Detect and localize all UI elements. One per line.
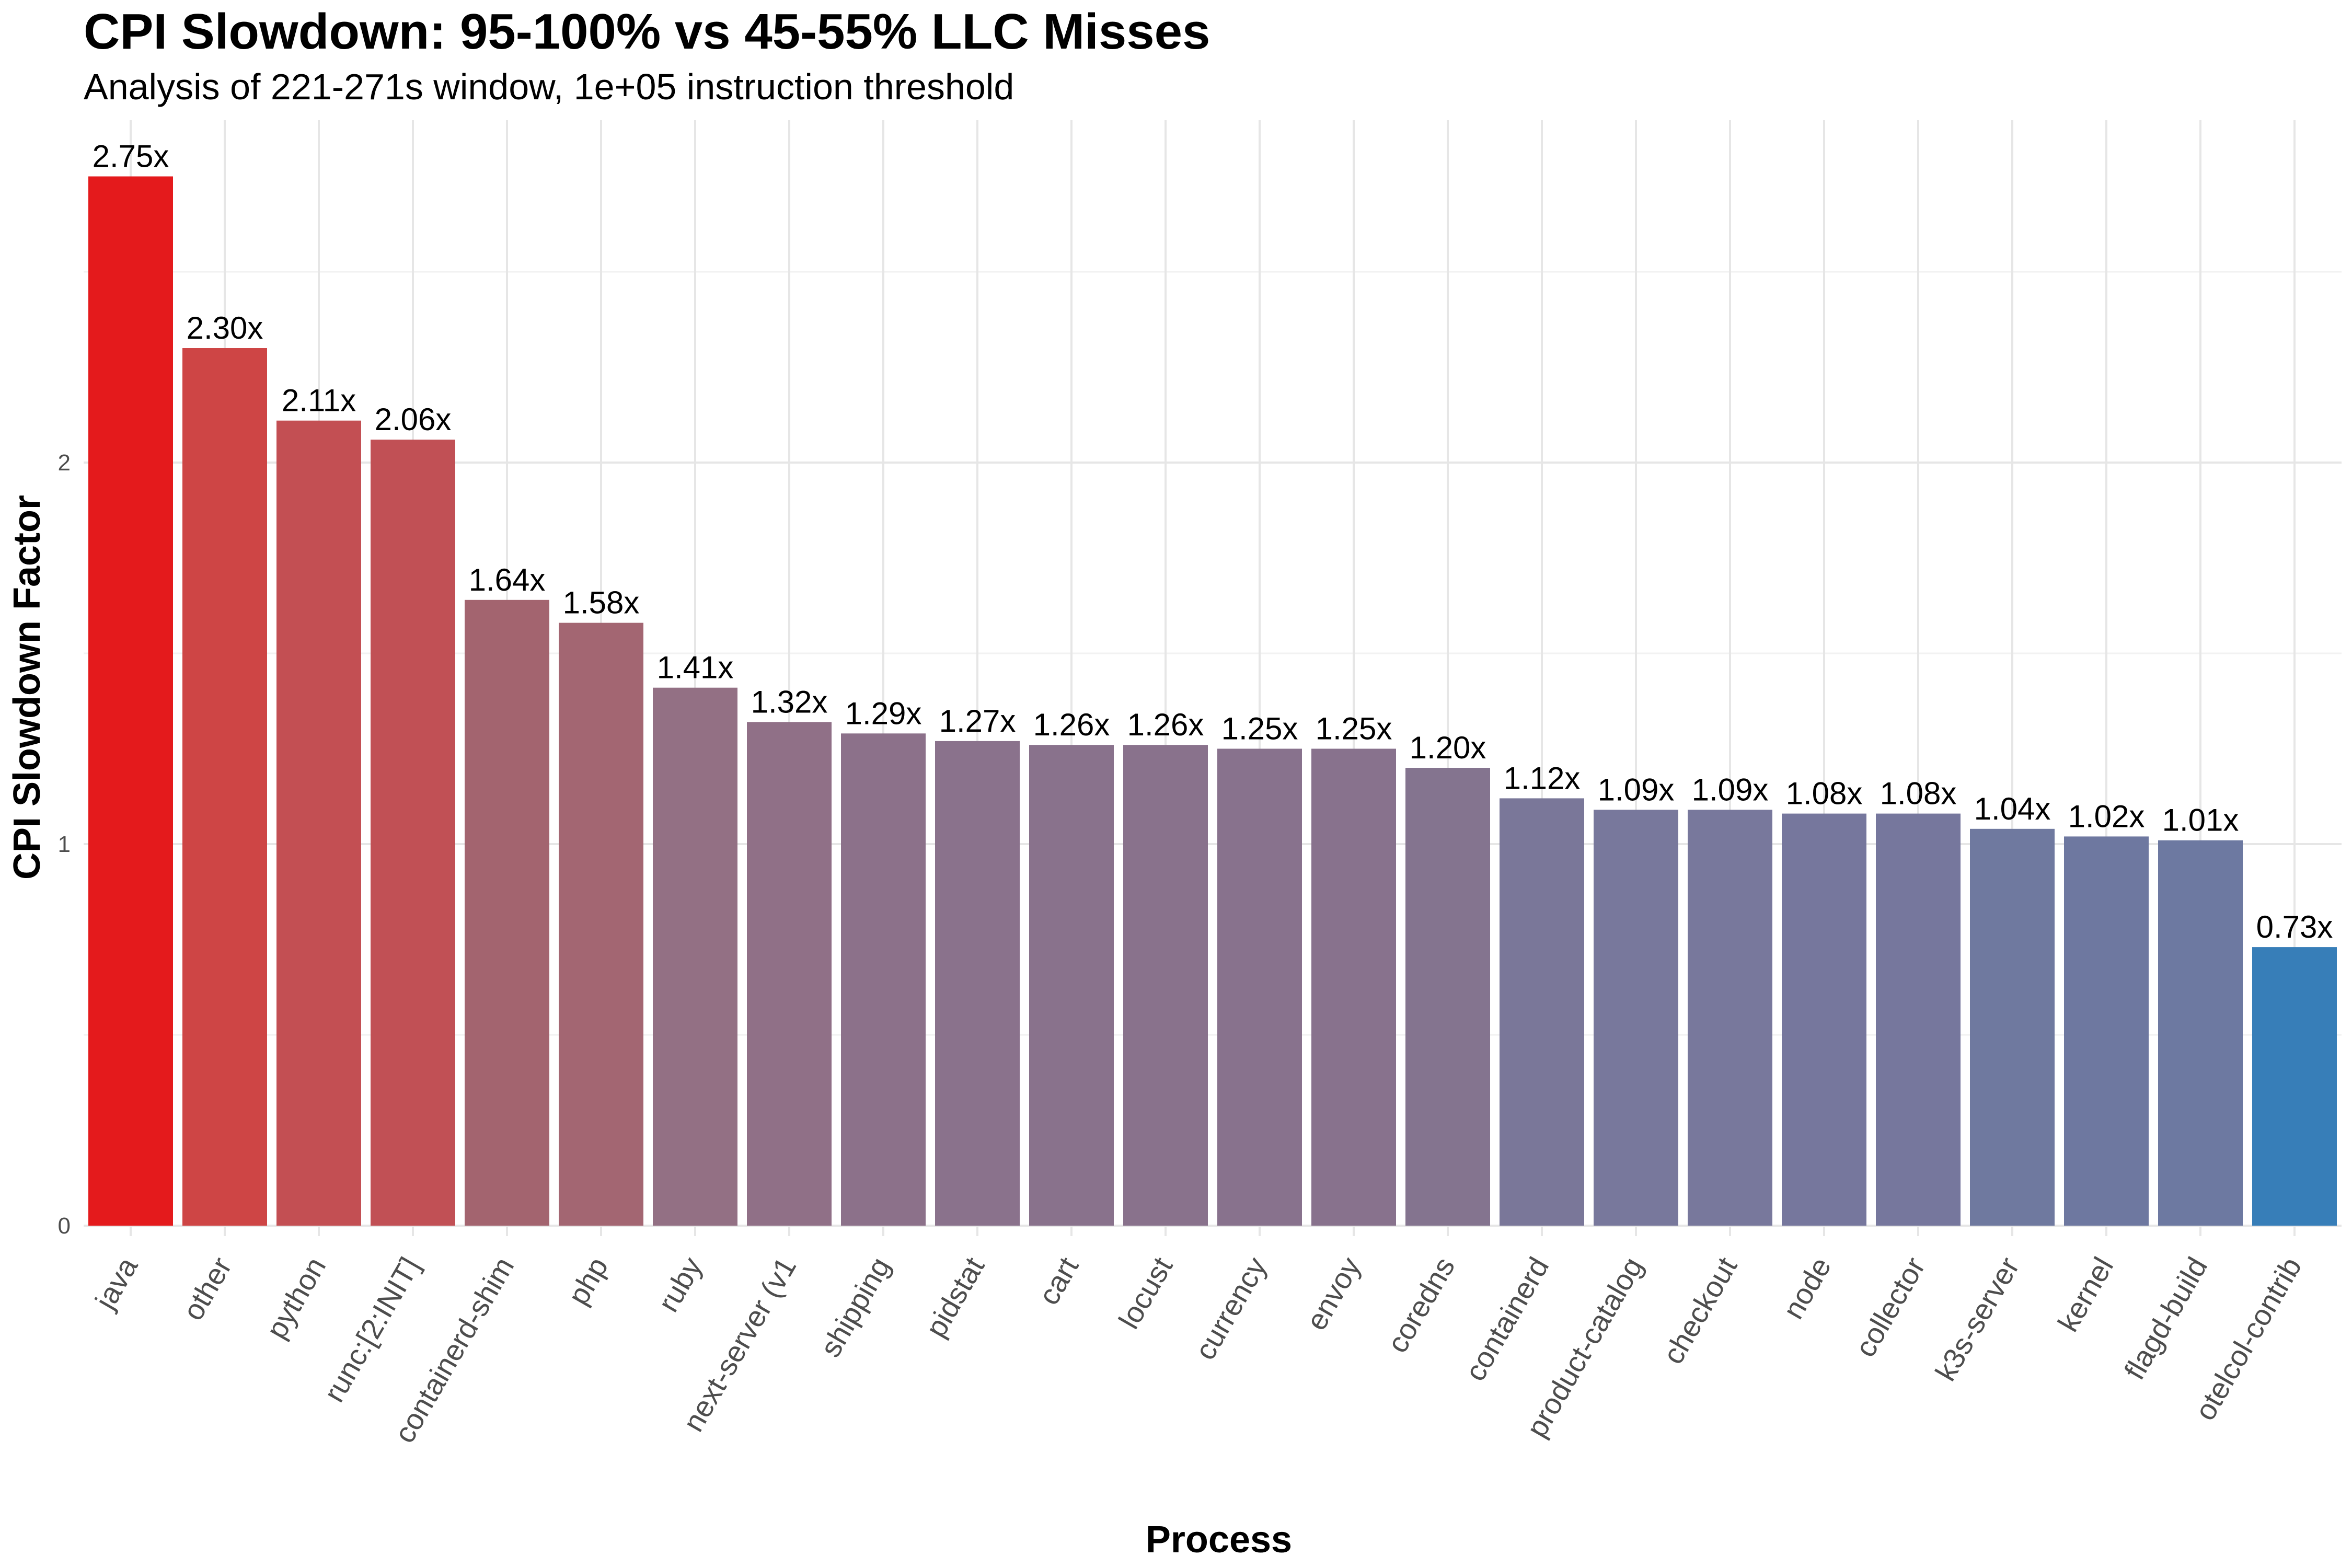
- x-tick-label: k3s-server: [1929, 1252, 2025, 1387]
- x-tick-label: currency: [1188, 1252, 1273, 1365]
- bar: [1876, 813, 1961, 1226]
- x-tick-label: shipping: [814, 1252, 897, 1363]
- x-tick-label: containerd: [1458, 1252, 1555, 1387]
- bar: [182, 348, 267, 1226]
- bar: [88, 176, 173, 1226]
- bar: [1500, 798, 1584, 1226]
- bar: [1688, 810, 1772, 1226]
- data-label: 1.09x: [1598, 772, 1675, 807]
- data-label: 1.08x: [1786, 776, 1863, 811]
- bar: [1029, 745, 1114, 1226]
- data-label: 1.27x: [939, 704, 1016, 739]
- bar: [1311, 748, 1396, 1226]
- x-tick-label: collector: [1849, 1252, 1932, 1363]
- bar: [1594, 810, 1678, 1226]
- x-tick-label: python: [260, 1252, 332, 1344]
- bar: [2252, 947, 2337, 1226]
- x-tick-label: ruby: [651, 1252, 708, 1318]
- bar: [371, 440, 455, 1226]
- data-label: 1.25x: [1316, 711, 1392, 746]
- data-label: 1.58x: [563, 585, 640, 620]
- bar: [276, 420, 361, 1226]
- data-labels: 2.75x 2.30x 2.11x 2.06x 1.64x 1.58x 1.41x 1.32x…: [93, 139, 2333, 945]
- y-tick-label: 2: [58, 450, 71, 476]
- data-label: 1.26x: [1033, 707, 1110, 742]
- data-label: 1.20x: [1410, 730, 1486, 765]
- data-label: 1.01x: [2162, 803, 2239, 838]
- x-tick-label: flagd-build: [2118, 1252, 2214, 1385]
- bar: [935, 741, 1020, 1226]
- data-label: 2.30x: [187, 310, 263, 345]
- data-label: 1.64x: [469, 562, 546, 597]
- bar: [2158, 840, 2243, 1226]
- bar: [1970, 828, 2055, 1226]
- bars: [88, 176, 2337, 1226]
- chart-title: CPI Slowdown: 95-100% vs 45-55% LLC Miss…: [84, 4, 1210, 60]
- data-label: 2.06x: [375, 402, 452, 437]
- data-label: 1.25x: [1221, 711, 1298, 746]
- x-tick-label: node: [1777, 1252, 1838, 1324]
- bar: [559, 622, 643, 1226]
- data-label: 1.32x: [751, 684, 828, 719]
- y-axis-ticks: 0 1 2: [58, 450, 71, 1239]
- data-label: 1.09x: [1692, 772, 1769, 807]
- x-tick-label: java: [88, 1251, 144, 1316]
- data-label: 2.11x: [282, 383, 356, 418]
- x-tick-label: cart: [1032, 1251, 1085, 1310]
- bar: [1123, 745, 1208, 1226]
- bar: [465, 599, 549, 1226]
- data-label: 1.04x: [1974, 791, 2051, 826]
- data-label: 2.75x: [93, 139, 169, 174]
- x-tick-label: locust: [1112, 1251, 1179, 1334]
- data-label: 1.41x: [657, 650, 734, 685]
- x-axis-title: Process: [1146, 1519, 1292, 1561]
- data-label: 1.29x: [845, 696, 922, 731]
- x-tick-label: php: [561, 1252, 614, 1310]
- data-label: 1.08x: [1880, 776, 1957, 811]
- x-tick-label: envoy: [1299, 1252, 1367, 1336]
- x-tick-label: runc:[2:INIT]: [317, 1252, 426, 1408]
- bar: [2064, 836, 2149, 1226]
- data-label: 1.26x: [1127, 707, 1204, 742]
- bar: [1782, 813, 1866, 1226]
- y-tick-label: 0: [58, 1213, 71, 1239]
- data-label: 1.12x: [1504, 760, 1581, 795]
- x-axis-ticks: java other pythonrunc:[2:INIT]containerd-s…: [88, 1251, 2308, 1448]
- chart-subtitle: Analysis of 221-271s window, 1e+05 instr…: [84, 66, 1014, 107]
- bar: [1217, 748, 1302, 1226]
- x-tick-label: checkout: [1656, 1251, 1744, 1369]
- x-tick-label: coredns: [1380, 1252, 1461, 1358]
- x-tick-label: kernel: [2051, 1252, 2120, 1338]
- x-tick-label: pidstat: [919, 1251, 990, 1343]
- y-tick-label: 1: [58, 832, 71, 857]
- data-label: 1.02x: [2068, 799, 2145, 834]
- x-tick-label: other: [176, 1252, 238, 1326]
- bar: [653, 687, 737, 1226]
- bar: [1405, 768, 1490, 1226]
- data-label: 0.73x: [2256, 909, 2333, 944]
- bar: [747, 722, 832, 1226]
- y-axis-title: CPI Slowdown Factor: [6, 495, 48, 880]
- bar: [841, 733, 926, 1226]
